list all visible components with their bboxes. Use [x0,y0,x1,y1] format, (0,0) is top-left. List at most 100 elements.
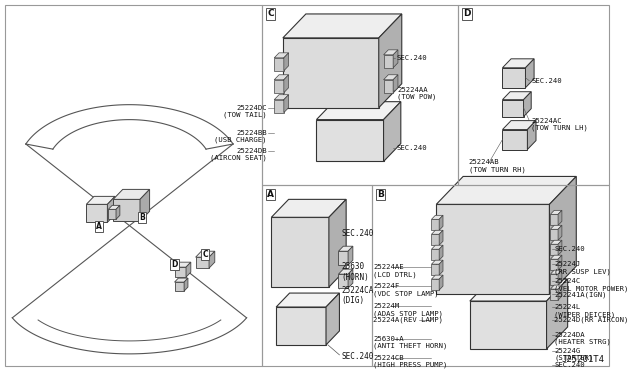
Text: SEC.240: SEC.240 [341,352,374,361]
Polygon shape [550,289,558,300]
Polygon shape [348,269,353,288]
Polygon shape [113,189,150,199]
Polygon shape [393,50,398,68]
Polygon shape [470,301,547,349]
Polygon shape [558,285,562,300]
Polygon shape [431,260,443,264]
Text: SEC.240: SEC.240 [554,362,585,368]
Polygon shape [547,279,568,349]
Polygon shape [550,214,558,225]
Polygon shape [550,285,562,289]
Polygon shape [86,204,108,222]
Text: C: C [267,9,274,19]
Polygon shape [431,264,439,275]
Polygon shape [186,262,191,277]
Text: C: C [202,250,208,259]
Text: B: B [139,213,145,222]
Polygon shape [140,189,150,221]
Text: 25630+A
(ANTI THEFT HORN): 25630+A (ANTI THEFT HORN) [373,336,447,349]
Polygon shape [274,80,284,93]
Polygon shape [527,121,536,150]
Polygon shape [316,120,383,161]
Text: J25201T4: J25201T4 [561,355,604,364]
Polygon shape [550,240,562,244]
Text: D: D [172,260,178,269]
Bar [458,5,609,185]
Polygon shape [431,234,439,245]
Text: 25224AA
(TOW POW): 25224AA (TOW POW) [397,87,436,100]
Polygon shape [379,14,402,108]
Polygon shape [383,102,401,161]
Polygon shape [439,215,443,230]
Polygon shape [550,255,562,259]
Bar [262,5,458,185]
Polygon shape [558,240,562,255]
Polygon shape [209,251,215,268]
Text: 25224AB
(TOW TURN RH): 25224AB (TOW TURN RH) [469,160,526,173]
Polygon shape [431,230,443,234]
Polygon shape [431,245,443,249]
Text: 25224CA
(DIG): 25224CA (DIG) [341,286,374,305]
Polygon shape [470,279,568,301]
Polygon shape [276,293,339,307]
Polygon shape [431,279,439,290]
Bar [372,185,609,366]
Text: SEC.240: SEC.240 [554,246,585,252]
Polygon shape [175,282,184,291]
Text: A: A [96,222,102,231]
Polygon shape [196,257,209,268]
Polygon shape [276,307,326,345]
Text: 25224DB
(AIRCON SEAT): 25224DB (AIRCON SEAT) [210,148,267,161]
Polygon shape [393,75,398,93]
Polygon shape [525,59,534,88]
Polygon shape [502,129,527,150]
Polygon shape [436,204,549,294]
Polygon shape [284,95,289,113]
Polygon shape [431,249,439,260]
Polygon shape [283,14,402,38]
Text: 25630
(HORN): 25630 (HORN) [341,262,369,282]
Text: 25224L
(WIPER DEICER): 25224L (WIPER DEICER) [554,304,616,318]
Polygon shape [502,92,531,100]
Text: 25224BB
(USB CHARGE): 25224BB (USB CHARGE) [214,129,267,143]
Polygon shape [274,95,289,100]
Polygon shape [550,225,562,229]
Polygon shape [524,92,531,117]
Polygon shape [339,274,348,288]
Polygon shape [550,210,562,214]
Polygon shape [116,205,120,219]
Text: 25224DC
(TOW TAIL): 25224DC (TOW TAIL) [223,105,267,118]
Polygon shape [175,267,186,277]
Text: 25224DA
(HEATER STRG): 25224DA (HEATER STRG) [554,332,611,346]
Polygon shape [284,53,289,71]
Polygon shape [439,275,443,290]
Polygon shape [550,229,558,240]
Polygon shape [339,269,353,274]
Text: 25224D(RR AIRCON): 25224D(RR AIRCON) [554,317,628,324]
Polygon shape [502,68,525,88]
Text: 25224M
(ADAS STOP LAMP): 25224M (ADAS STOP LAMP) [373,303,443,317]
Text: 25224AC
(TOW TURN LH): 25224AC (TOW TURN LH) [531,118,588,131]
Polygon shape [284,75,289,93]
Polygon shape [184,278,188,291]
Polygon shape [339,251,348,265]
Text: 25224G
(STARTER): 25224G (STARTER) [554,348,594,361]
Polygon shape [339,246,353,251]
Polygon shape [558,255,562,270]
Polygon shape [274,53,289,58]
Text: 25224C
(VEL MOTOR POWER): 25224C (VEL MOTOR POWER) [554,278,628,292]
Polygon shape [348,246,353,265]
Text: 25224AE
(LCD DTRL): 25224AE (LCD DTRL) [373,264,417,278]
Bar [262,185,372,366]
Polygon shape [383,50,398,55]
Text: A: A [267,190,274,199]
Text: 25224F
(VDC STOP LAMP): 25224F (VDC STOP LAMP) [373,283,438,296]
Polygon shape [175,278,188,282]
Polygon shape [316,102,401,120]
Text: 25224A(REV LAMP): 25224A(REV LAMP) [373,317,443,324]
Polygon shape [431,215,443,219]
Polygon shape [196,251,215,257]
Polygon shape [108,209,116,219]
Polygon shape [502,59,534,68]
Text: SEC.240: SEC.240 [397,55,428,61]
